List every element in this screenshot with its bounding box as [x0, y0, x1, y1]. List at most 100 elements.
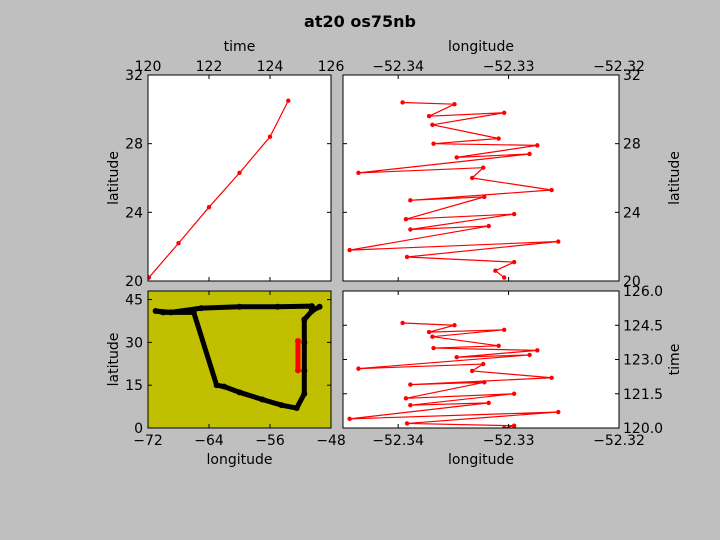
data-point-lon-time	[408, 382, 413, 387]
data-point-lon-time	[535, 348, 540, 353]
data-point-lon-time	[431, 345, 436, 351]
data-point-map	[316, 303, 323, 310]
data-point-lon-time	[486, 400, 491, 406]
data-point-map	[236, 303, 243, 310]
y-tick-label: 15	[125, 378, 143, 394]
data-point-lon-time	[400, 320, 405, 326]
y-tick-label: 20	[623, 274, 641, 290]
x-tick-label: −56	[255, 433, 285, 449]
y-tick-label: 28	[623, 137, 641, 153]
data-point-lon-lat	[527, 151, 532, 157]
data-point-map	[167, 309, 174, 316]
x-tick-label: −52.34	[372, 433, 424, 449]
data-point-map	[160, 309, 167, 316]
y-axis-label: time	[667, 344, 683, 376]
series-group-lon-time	[347, 320, 561, 432]
y-tick-label: 126.0	[623, 284, 663, 300]
data-point-lon-lat	[493, 268, 498, 273]
data-point-lon-time	[527, 352, 532, 358]
data-point-lon-lat	[404, 254, 410, 260]
panel-time-lat: 120 122 124 126 20 24 28 32 time latitude	[106, 39, 344, 290]
data-point-lon-lat	[486, 223, 491, 229]
data-point-lon-time	[493, 428, 497, 432]
data-point-lon-lat	[400, 100, 405, 105]
x-tick-label: −52.32	[593, 59, 645, 75]
y-tick-label: 24	[125, 205, 143, 221]
data-point-lon-lat	[535, 143, 540, 148]
series-group-map	[152, 303, 323, 412]
data-point-lon-time	[356, 366, 361, 371]
data-point-lon-time	[549, 375, 554, 380]
x-tick-label: 124	[257, 59, 284, 75]
y-tick-label: 32	[623, 68, 641, 84]
y-tick-label: 30	[125, 335, 143, 351]
y-axis-label: latitude	[106, 333, 122, 387]
data-point-lon-time	[496, 343, 501, 348]
data-point-lon-time	[454, 355, 459, 360]
data-point-map	[274, 303, 281, 310]
y-tick-label: 45	[125, 293, 143, 309]
y-tick-label: 123.0	[623, 353, 663, 369]
x-axis-label: longitude	[448, 39, 514, 55]
data-point-map	[301, 316, 308, 323]
data-point-lon-lat	[469, 175, 475, 181]
data-point-map	[152, 307, 159, 314]
data-point-lon-lat	[452, 101, 457, 107]
data-point-lon-lat	[408, 198, 413, 203]
x-tick-label: −52.33	[483, 433, 535, 449]
panel-map: −72 −64 −56 −48 0 15 30 45 longitude latitude	[106, 290, 346, 468]
data-point-map	[236, 389, 243, 396]
data-point-lon-time	[501, 425, 507, 428]
plot-area-lon-time	[343, 291, 619, 428]
x-tick-label: −72	[133, 433, 163, 449]
data-point-lon-lat	[496, 136, 501, 141]
data-point-lon-time	[469, 368, 475, 374]
data-point-lon-lat	[481, 165, 486, 170]
x-tick-label: −64	[194, 433, 224, 449]
data-point-map	[301, 390, 308, 397]
x-tick-label: −52.33	[483, 59, 535, 75]
figure-title: at20 os75nb	[304, 12, 416, 31]
data-point-lon-time	[481, 361, 486, 367]
series-line-lon-time-0	[349, 322, 559, 428]
y-tick-label: 124.5	[623, 318, 663, 334]
x-tick-label: −48	[316, 433, 346, 449]
data-point-lon-time	[404, 421, 410, 426]
plot-area-lon-lat	[343, 75, 619, 281]
data-point-map	[190, 309, 197, 316]
x-tick-label: −52.34	[372, 59, 424, 75]
data-point-lon-lat	[408, 227, 413, 232]
series-line-time-lat-0	[148, 100, 289, 279]
x-tick-label: −52.32	[593, 433, 645, 449]
data-point-map	[308, 304, 315, 311]
data-point-lon-time	[501, 327, 507, 333]
data-point-lon-time	[511, 423, 517, 428]
frame-map	[147, 290, 332, 429]
data-point-lon-lat	[431, 141, 436, 146]
data-point-lon-time	[403, 396, 409, 401]
data-point-lon-time	[482, 380, 487, 385]
data-point-map	[293, 405, 300, 412]
data-point-lon-lat	[501, 275, 507, 280]
y-tick-label: 121.5	[623, 387, 663, 403]
data-point-lon-lat	[403, 217, 409, 222]
data-point-time-lat	[148, 275, 152, 280]
data-point-time-lat	[176, 241, 181, 246]
data-point-lon-lat	[356, 170, 361, 176]
data-point-map	[294, 367, 301, 374]
data-point-lon-lat	[549, 187, 554, 193]
y-tick-label: 120.0	[623, 421, 663, 437]
series-group-lon-lat	[347, 100, 561, 280]
data-point-map	[213, 382, 220, 389]
data-point-time-lat	[237, 170, 242, 176]
data-point-map	[259, 396, 266, 403]
data-point-lon-lat	[556, 239, 561, 244]
frame-time-lat	[147, 74, 332, 282]
data-point-lon-time	[426, 329, 432, 335]
data-point-lon-time	[430, 334, 435, 339]
data-point-time-lat	[286, 98, 291, 103]
data-point-map	[278, 402, 285, 409]
y-tick-label: 0	[134, 421, 143, 437]
panel-lon-lat: −52.34 −52.33 −52.32 20 24 28 32 longitude latit…	[342, 39, 683, 290]
data-point-lon-lat	[482, 194, 487, 200]
